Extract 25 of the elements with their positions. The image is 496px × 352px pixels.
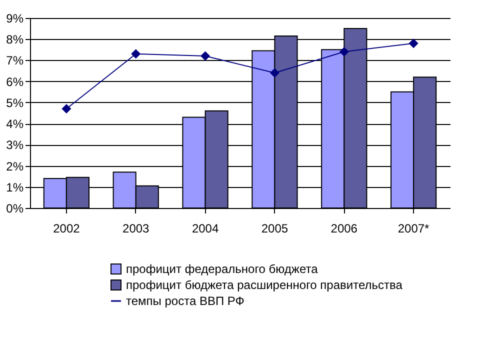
- y-tick-label: 2%: [6, 159, 24, 174]
- legend-label: профицит федерального бюджета: [126, 262, 318, 276]
- y-tick-label: 1%: [6, 180, 24, 194]
- point: [340, 47, 348, 56]
- legend-label: профицит бюджета расширенного правительства: [126, 278, 403, 292]
- x-tick-label: 2002: [53, 222, 80, 236]
- y-tick-label: 3%: [6, 138, 24, 152]
- y-tick-label: 0%: [6, 202, 24, 216]
- legend-label: темпы роста ВВП РФ: [126, 294, 244, 308]
- y-tick-label: 7%: [6, 54, 24, 68]
- point: [62, 104, 71, 114]
- y-tick-label: 6%: [6, 74, 24, 89]
- y-tick-label: 4%: [6, 117, 24, 132]
- y-tick-label: 8%: [6, 32, 24, 47]
- point: [409, 38, 418, 48]
- x-tick-label: 2005: [261, 222, 288, 236]
- point: [200, 52, 210, 60]
- y-tick-label: 9%: [6, 12, 24, 26]
- x-tick-label: 2003: [122, 222, 150, 236]
- point: [270, 68, 280, 78]
- y-tick-label: 5%: [6, 96, 24, 110]
- x-tick-label: 2006: [330, 222, 358, 236]
- x-tick-label: 2004: [192, 222, 219, 236]
- x-tick-label: 2007*: [398, 222, 430, 236]
- point: [132, 50, 140, 58]
